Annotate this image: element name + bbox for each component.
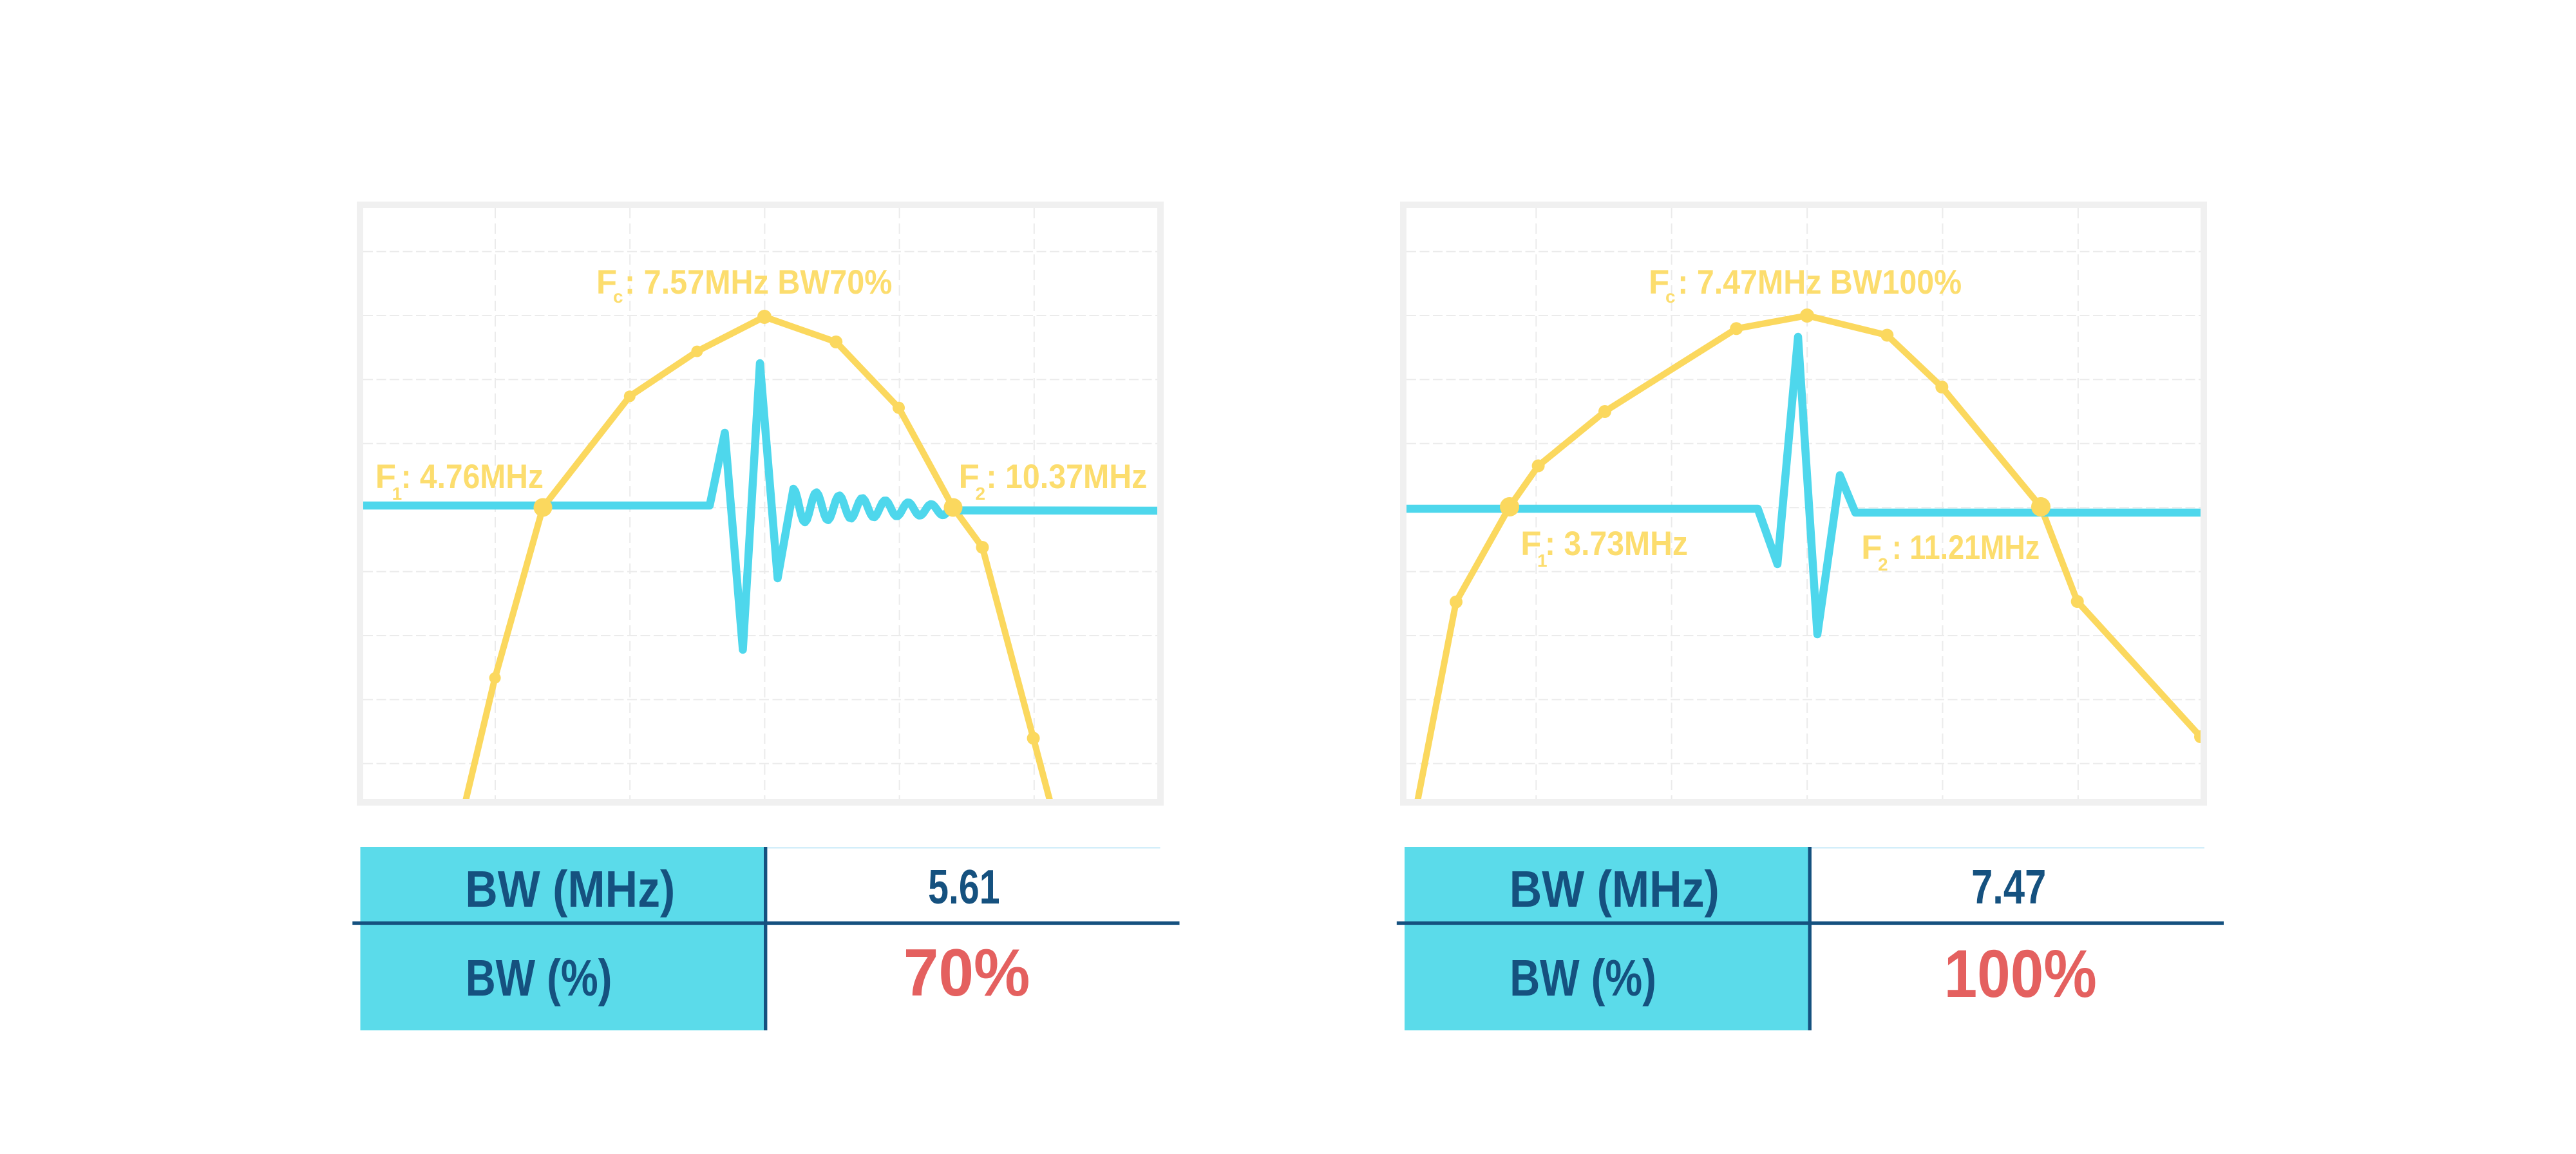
svg-text:c: c: [613, 287, 623, 307]
svg-text:c: c: [1665, 287, 1676, 307]
svg-text:70%: 70%: [904, 936, 1030, 1010]
svg-text:5.61: 5.61: [928, 860, 1000, 914]
svg-text:2: 2: [976, 484, 986, 504]
svg-text:: 4.76MHz: : 4.76MHz: [401, 458, 544, 496]
svg-text:7.47: 7.47: [1971, 860, 2046, 914]
svg-text:BW (MHz): BW (MHz): [1510, 860, 1719, 918]
svg-text:1: 1: [392, 484, 402, 504]
svg-text:BW (MHz): BW (MHz): [465, 860, 675, 918]
svg-text:F: F: [1861, 529, 1882, 567]
svg-text:BW (%): BW (%): [466, 949, 612, 1007]
svg-text:: 7.57MHz BW70%: : 7.57MHz BW70%: [625, 263, 892, 301]
svg-text:: 3.73MHz: : 3.73MHz: [1545, 525, 1688, 563]
svg-text:BW (%): BW (%): [1510, 949, 1656, 1007]
svg-text:: 10.37MHz: : 10.37MHz: [987, 458, 1148, 496]
svg-text:1: 1: [1537, 551, 1548, 571]
svg-text:: 11.21MHz: : 11.21MHz: [1892, 529, 2040, 567]
svg-text:F: F: [375, 458, 396, 496]
svg-text:: 7.47MHz BW100%: : 7.47MHz BW100%: [1678, 263, 1962, 301]
svg-text:F: F: [959, 458, 980, 496]
svg-text:100%: 100%: [1944, 936, 2097, 1012]
svg-text:F: F: [1649, 263, 1669, 301]
svg-text:2: 2: [1878, 554, 1888, 574]
svg-text:F: F: [1520, 525, 1541, 563]
svg-text:F: F: [596, 263, 617, 301]
